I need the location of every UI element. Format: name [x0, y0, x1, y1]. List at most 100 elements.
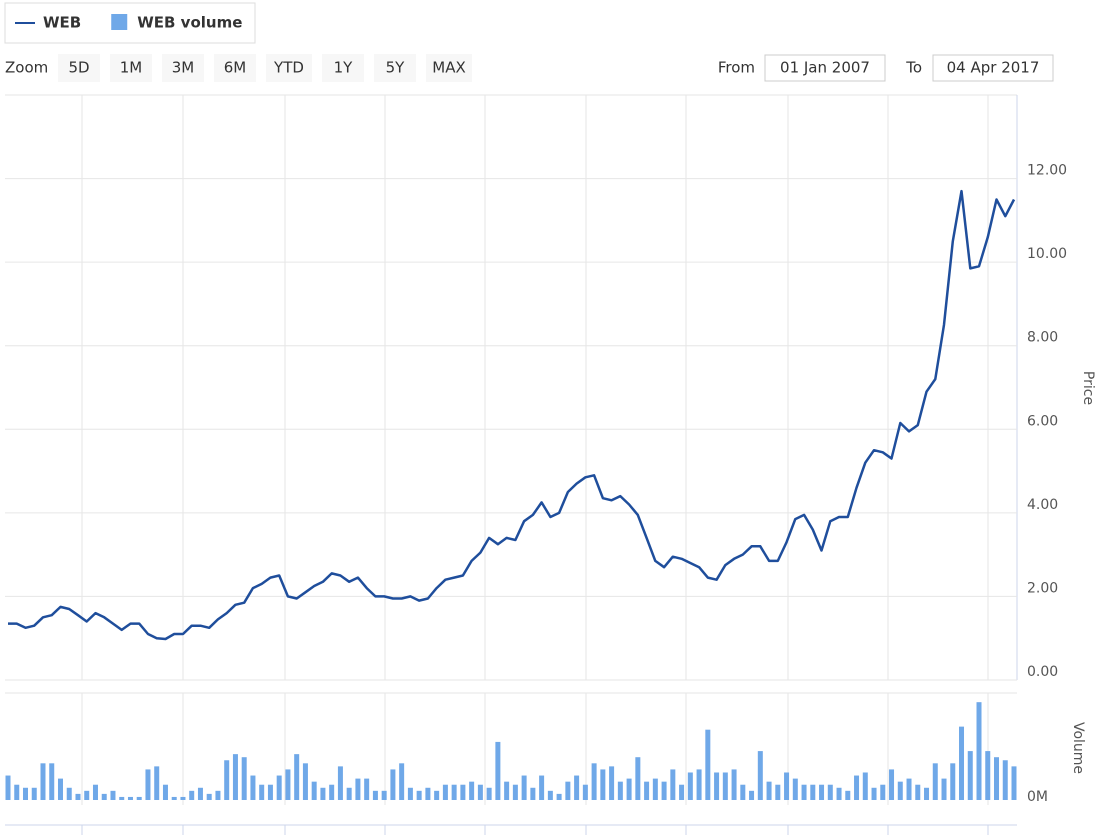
volume-bar [906, 778, 912, 800]
volume-bar [679, 784, 685, 800]
volume-bar [792, 778, 798, 800]
volume-bar [434, 790, 440, 800]
volume-bar [635, 757, 641, 800]
volume-bar [862, 772, 868, 800]
volume-bar [5, 775, 11, 800]
volume-bar [749, 790, 755, 800]
volume-bar [442, 784, 448, 800]
volume-bar [574, 775, 580, 800]
zoom-button[interactable] [214, 54, 256, 82]
y-tick-label: 12.00 [1027, 163, 1067, 179]
volume-bar [810, 784, 816, 800]
volume-bar [14, 784, 20, 800]
from-input[interactable] [764, 54, 886, 82]
volume-bar [556, 793, 562, 800]
volume-bar [302, 763, 308, 800]
zoom-button-label: MAX [432, 59, 465, 77]
from-date[interactable]: 01 Jan 2007 [780, 59, 870, 77]
volume-bar [967, 751, 973, 800]
volume-bar [994, 757, 1000, 800]
volume-bar [722, 772, 728, 800]
zoom-button-label[interactable]: 3M [172, 59, 195, 77]
volume-bar [372, 790, 378, 800]
price-line [8, 189, 1016, 641]
y2-tick-label: 0M [1027, 789, 1048, 805]
volume-bar [171, 796, 177, 800]
volume-bar [547, 790, 553, 800]
volume-bar [399, 763, 405, 800]
volume-bar [451, 784, 457, 800]
zoom-button-label[interactable]: 1Y [334, 59, 354, 77]
zoom-button[interactable] [58, 54, 100, 82]
volume-bar [346, 787, 352, 800]
zoom-button[interactable] [266, 54, 312, 82]
y-tick-label: 2.00 [1027, 580, 1058, 596]
volume-bar [889, 769, 895, 800]
to-date[interactable]: 04 Apr 2017 [947, 59, 1040, 77]
volume-bar [530, 787, 536, 800]
volume-bar [189, 790, 195, 800]
volume-bar [652, 778, 658, 800]
volume-bar [40, 763, 46, 800]
zoom-button-label[interactable]: 6M [224, 59, 247, 77]
zoom-button-label[interactable]: YTD [273, 59, 304, 77]
y-tick-label: 8.00 [1027, 330, 1058, 346]
volume-bar [687, 772, 693, 800]
volume-bar [880, 784, 886, 800]
volume-bar [206, 793, 212, 800]
volume-bar [941, 778, 947, 800]
volume-bar [267, 784, 273, 800]
volume-bar [871, 787, 877, 800]
volume-bar [521, 775, 527, 800]
volume-bar [127, 796, 133, 800]
volume-bar [136, 796, 142, 800]
volume-bar [661, 781, 667, 800]
from-label: From [718, 59, 755, 77]
volume-bar [390, 769, 396, 800]
legend-label[interactable]: WEB volume [137, 14, 242, 32]
zoom-button[interactable] [322, 54, 364, 82]
volume-bar [337, 766, 343, 800]
volume-bar [22, 787, 28, 800]
volume-bar [512, 784, 518, 800]
volume-bar [477, 784, 483, 800]
volume-bar [915, 784, 921, 800]
volume-bar [626, 778, 632, 800]
volume-bar [276, 775, 282, 800]
volume-bar [57, 778, 63, 800]
volume-bar [241, 757, 247, 800]
volume-bar [110, 790, 116, 800]
volume-bar [617, 781, 623, 800]
volume-bar [740, 784, 746, 800]
volume-bar [539, 775, 545, 800]
zoom-button-label[interactable]: 5Y [386, 59, 406, 77]
price-axis-title: Price [1080, 371, 1096, 405]
y-tick-label: 6.00 [1027, 413, 1058, 429]
zoom-button[interactable] [374, 54, 416, 82]
to-input[interactable] [932, 54, 1054, 82]
volume-bar [924, 787, 930, 800]
volume-bar [215, 790, 221, 800]
volume-bar [766, 781, 772, 800]
volume-bar [232, 754, 238, 800]
volume-bar [959, 726, 965, 800]
volume-bar [854, 775, 860, 800]
volume-bar [180, 796, 186, 800]
zoom-button-label[interactable]: 5D [68, 59, 89, 77]
volume-axis-title: Volume [1070, 722, 1086, 774]
volume-bar [582, 784, 588, 800]
zoom-button[interactable] [110, 54, 152, 82]
volume-bar [495, 741, 501, 800]
zoom-button-label[interactable]: 1M [120, 59, 143, 77]
legend-box [4, 2, 256, 44]
volume-bar [591, 763, 597, 800]
volume-bar [355, 778, 361, 800]
volume-bar [119, 796, 125, 800]
volume-bar [504, 781, 510, 800]
legend-label[interactable]: WEB [43, 14, 81, 32]
volume-bar [486, 787, 492, 800]
zoom-button[interactable] [162, 54, 204, 82]
volume-bar [364, 778, 370, 800]
volume-bar [801, 784, 807, 800]
